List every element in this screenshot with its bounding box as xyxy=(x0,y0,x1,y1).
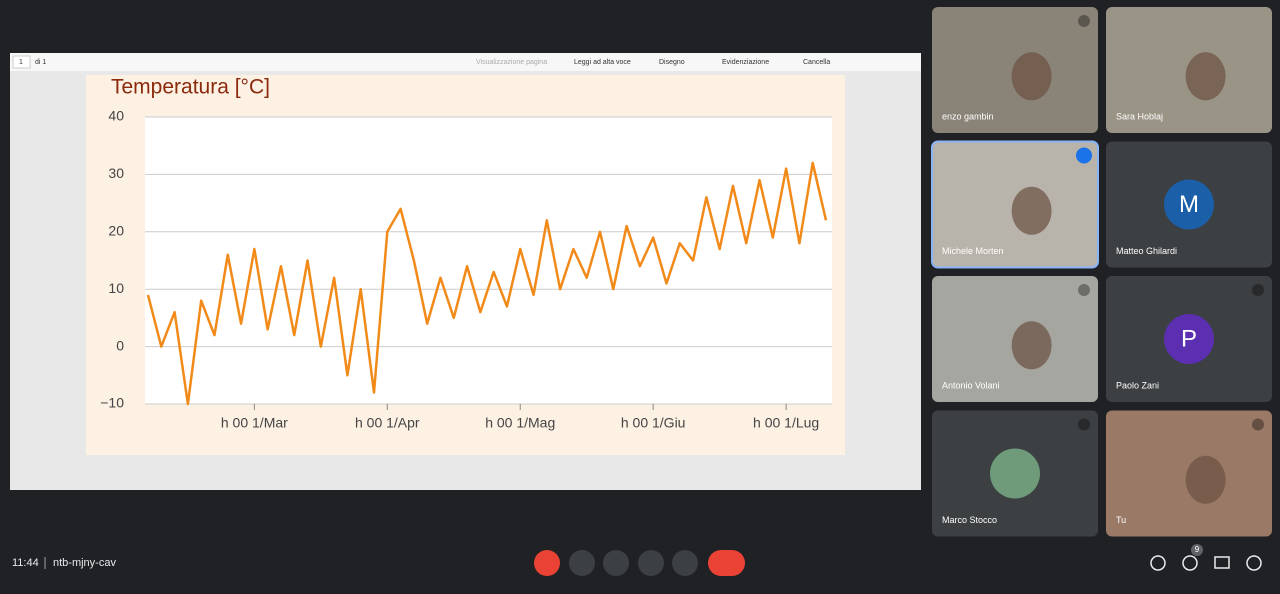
person-video xyxy=(1185,455,1226,504)
y-tick-label: 30 xyxy=(108,165,124,181)
person-video xyxy=(1011,321,1052,370)
speaking-icon xyxy=(1076,147,1092,164)
page-input[interactable] xyxy=(12,55,31,69)
participant-count: 9 xyxy=(1195,545,1200,554)
participant-name: Matteo Ghilardi xyxy=(1116,246,1177,256)
hangup-button[interactable] xyxy=(708,550,745,576)
participant-name: Marco Stocco xyxy=(942,515,997,525)
captions-button[interactable] xyxy=(603,550,629,576)
mic-button[interactable] xyxy=(534,550,560,576)
toolbar-item[interactable]: Disegno xyxy=(659,59,685,66)
participant-name: Michele Morten xyxy=(942,246,1004,256)
x-tick-label: h 00 1/Mar xyxy=(221,415,288,431)
x-tick-label: h 00 1/Apr xyxy=(355,415,420,431)
clock: 11:44 xyxy=(12,557,39,569)
y-tick-label: 40 xyxy=(108,108,124,124)
page-number: 1 xyxy=(19,59,23,66)
participant-name: Paolo Zani xyxy=(1116,380,1159,390)
participant-name: Tu xyxy=(1116,515,1126,525)
y-tick-label: 0 xyxy=(116,337,124,353)
y-tick-label: −10 xyxy=(100,395,124,411)
avatar-letter: M xyxy=(1179,191,1199,218)
count-badge xyxy=(1191,544,1203,556)
pdf-toolbar xyxy=(10,53,921,71)
mute-icon xyxy=(1252,418,1264,431)
avatar xyxy=(990,448,1040,499)
mute-icon xyxy=(1252,284,1264,296)
mute-icon xyxy=(1078,284,1090,296)
x-tick-label: h 00 1/Giu xyxy=(621,415,686,431)
page-total: di 1 xyxy=(35,59,46,66)
avatar xyxy=(1164,179,1214,230)
toolbar-item[interactable]: Evidenziazione xyxy=(722,59,769,66)
camera-button[interactable] xyxy=(569,550,595,576)
avatar xyxy=(1164,314,1214,364)
people-button[interactable] xyxy=(1182,555,1198,571)
present-button[interactable] xyxy=(638,550,664,576)
avatar-letter: P xyxy=(1181,325,1197,352)
meeting-code: ntb-mjny-cav xyxy=(53,557,116,569)
temperature-line xyxy=(146,161,828,406)
toolbar-item[interactable]: Cancella xyxy=(803,59,830,66)
person-video xyxy=(1185,52,1226,101)
chart-title: Temperatura [°C] xyxy=(111,76,270,99)
toolbar-item[interactable]: Visualizzazione pagina xyxy=(476,59,547,66)
chat-button[interactable] xyxy=(1214,556,1230,569)
participant-name: enzo gambin xyxy=(942,111,994,121)
mute-icon xyxy=(1078,15,1090,27)
participant-name: Antonio Volani xyxy=(942,380,1000,390)
x-tick-label: h 00 1/Lug xyxy=(753,415,819,431)
mute-icon xyxy=(1078,418,1090,431)
participant-name: Sara Hoblaj xyxy=(1116,111,1163,121)
info-button[interactable] xyxy=(1150,555,1166,571)
x-tick-label: h 00 1/Mag xyxy=(485,415,555,431)
toolbar-item[interactable]: Leggi ad alta voce xyxy=(574,59,631,66)
more-button[interactable] xyxy=(672,550,698,576)
y-tick-label: 20 xyxy=(108,223,124,239)
person-video xyxy=(1011,52,1052,101)
plot-area xyxy=(145,117,832,404)
person-video xyxy=(1011,186,1052,235)
y-tick-label: 10 xyxy=(108,280,124,296)
activities-button[interactable] xyxy=(1246,555,1262,571)
